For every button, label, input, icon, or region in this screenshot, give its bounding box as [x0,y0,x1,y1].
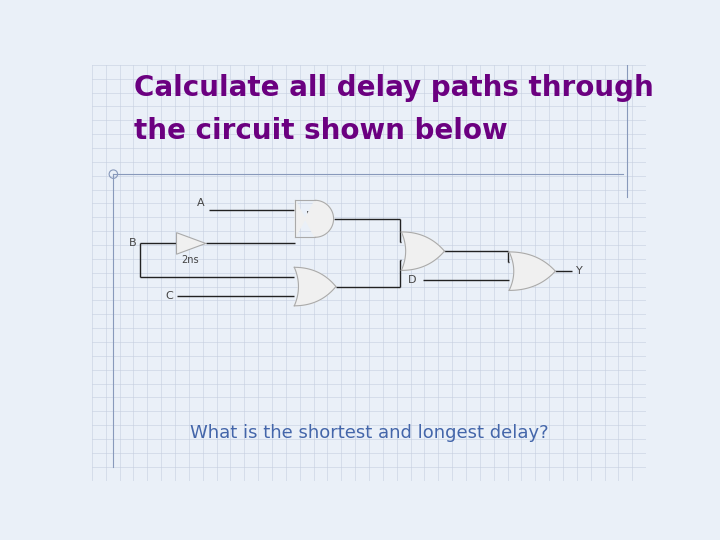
Text: 10ns: 10ns [521,265,544,275]
Text: 5ns: 5ns [305,211,323,221]
Polygon shape [509,252,555,291]
Text: 8ns: 8ns [305,280,323,290]
Text: B: B [129,239,137,248]
Text: Calculate all delay paths through: Calculate all delay paths through [134,74,654,102]
Text: D: D [408,275,417,286]
Text: 5ns: 5ns [413,245,430,254]
Text: Y: Y [576,266,583,276]
Polygon shape [176,233,206,254]
Polygon shape [294,267,336,306]
Text: the circuit shown below: the circuit shown below [134,117,508,145]
Text: 2ns: 2ns [181,255,199,265]
Text: C: C [166,291,174,301]
Text: A: A [197,198,204,207]
Polygon shape [401,232,444,271]
Polygon shape [295,200,333,237]
Text: What is the shortest and longest delay?: What is the shortest and longest delay? [189,424,549,442]
